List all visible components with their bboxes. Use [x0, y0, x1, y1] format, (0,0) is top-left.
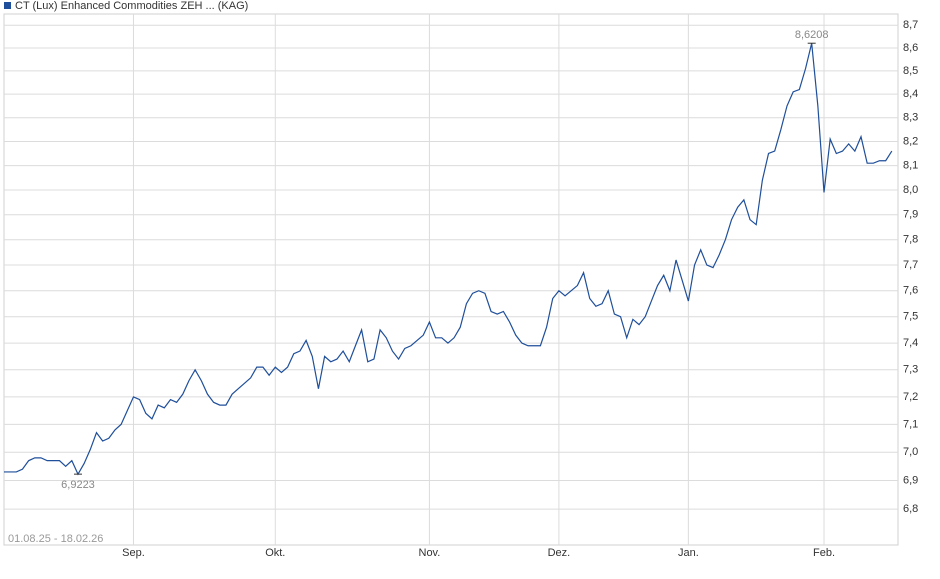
- y-tick-label: 7,5: [903, 311, 918, 323]
- y-tick-label: 7,0: [903, 446, 918, 458]
- y-tick-label: 7,7: [903, 259, 918, 271]
- y-tick-label: 7,1: [903, 418, 918, 430]
- y-tick-label: 6,8: [903, 503, 918, 515]
- y-tick-label: 8,1: [903, 159, 918, 171]
- y-tick-label: 8,2: [903, 135, 918, 147]
- price-line: [4, 43, 893, 476]
- legend-swatch: [4, 2, 11, 9]
- y-tick-label: 8,5: [903, 65, 918, 77]
- x-tick-label: Okt.: [265, 547, 285, 559]
- y-tick-label: 6,9: [903, 474, 918, 486]
- extreme-label: 8,6208: [795, 29, 829, 41]
- y-tick-label: 8,4: [903, 88, 918, 100]
- y-tick-label: 7,9: [903, 209, 918, 221]
- y-tick-label: 7,3: [903, 364, 918, 376]
- extreme-label: 6,9223: [61, 479, 95, 491]
- plot-area: [3, 13, 899, 546]
- date-range: 01.08.25 - 18.02.26: [8, 533, 103, 545]
- x-tick-label: Nov.: [419, 547, 441, 559]
- y-tick-label: 7,6: [903, 285, 918, 297]
- y-tick-label: 8,6: [903, 42, 918, 54]
- y-tick-label: 8,3: [903, 112, 918, 124]
- y-tick-label: 7,2: [903, 391, 918, 403]
- legend-label: CT (Lux) Enhanced Commodities ZEH ... (K…: [15, 0, 248, 12]
- x-tick-label: Feb.: [813, 547, 835, 559]
- y-tick-label: 8,7: [903, 19, 918, 31]
- x-tick-label: Dez.: [548, 547, 571, 559]
- x-tick-label: Sep.: [122, 547, 145, 559]
- y-tick-label: 7,4: [903, 337, 918, 349]
- x-tick-label: Jan.: [678, 547, 699, 559]
- y-tick-label: 7,8: [903, 234, 918, 246]
- y-tick-label: 8,0: [903, 184, 918, 196]
